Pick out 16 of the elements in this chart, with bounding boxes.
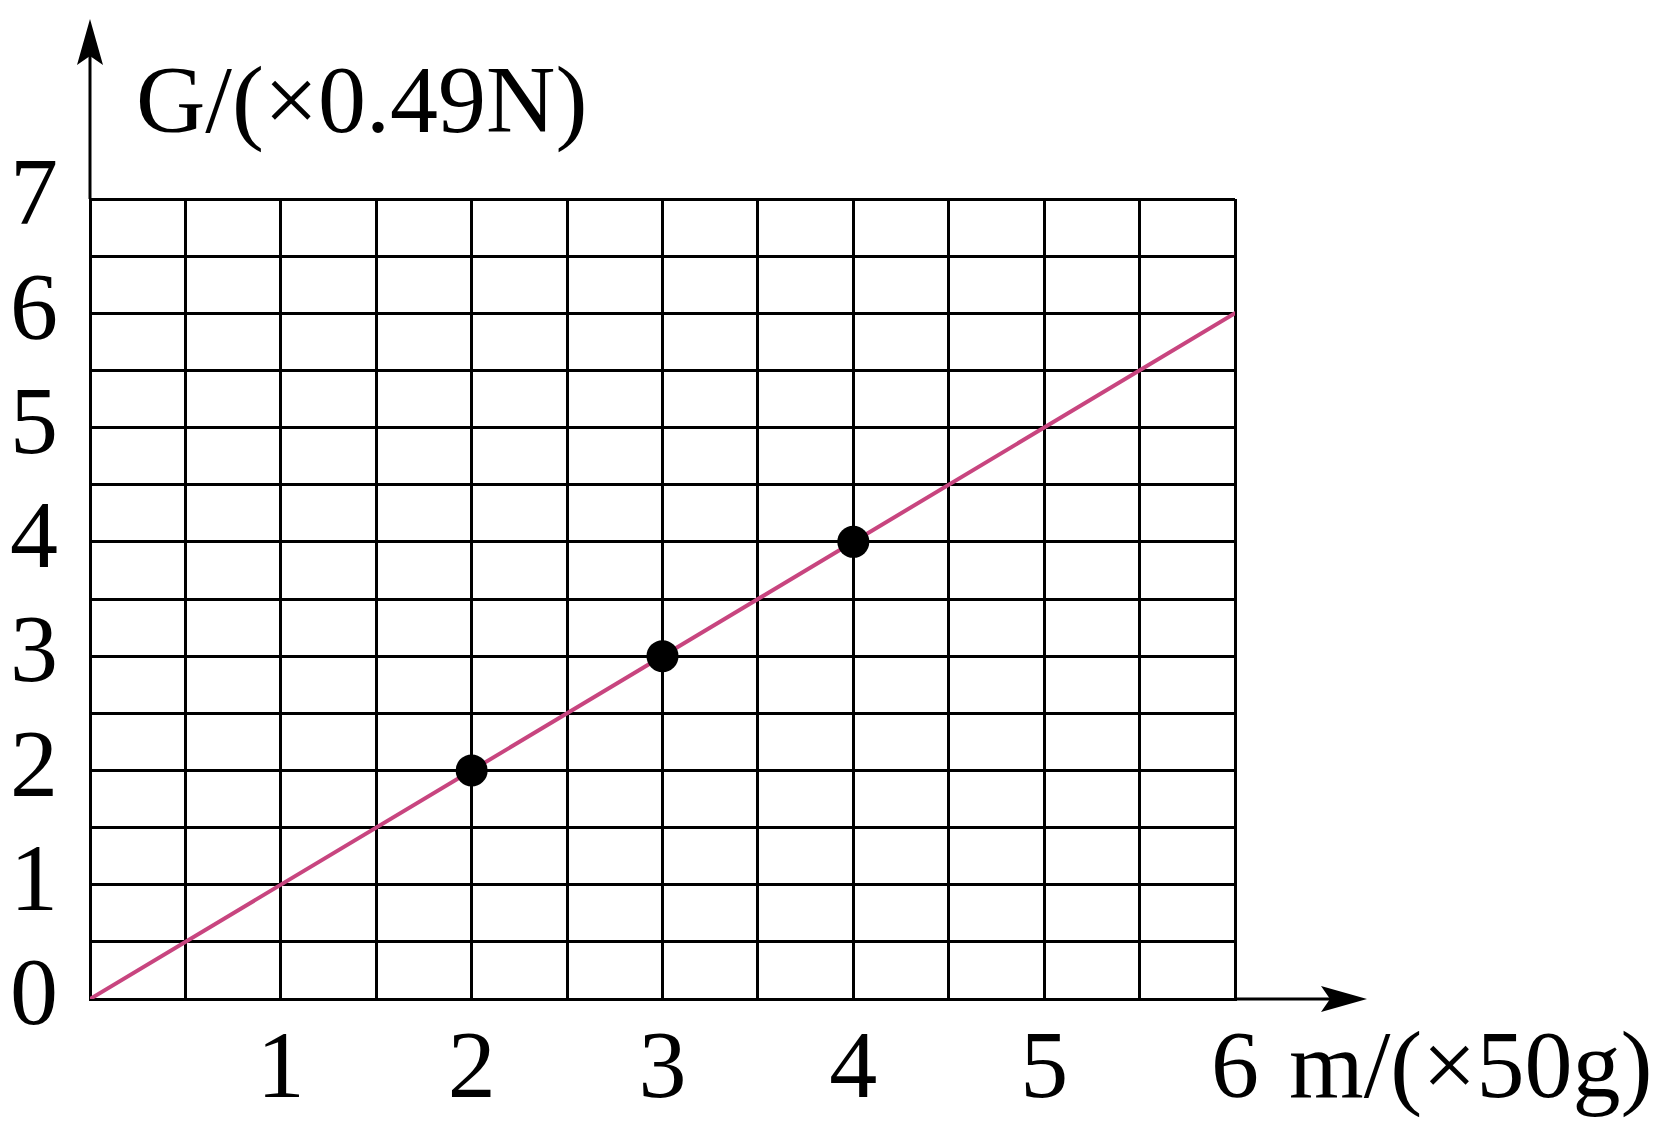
x-tick-label: 1 (256, 1010, 305, 1118)
y-tick-label: 2 (10, 709, 58, 817)
x-tick-label: 6 (1211, 1010, 1259, 1118)
y-tick-label: 5 (10, 366, 58, 474)
y-tick-label: 7 (10, 138, 58, 246)
y-tick-label: 1 (10, 823, 58, 931)
y-tick-label: 3 (10, 595, 58, 703)
x-tick-label: 5 (1020, 1010, 1069, 1118)
x-tick-label: 2 (447, 1010, 496, 1118)
x-axis-title: m/(×50g) (1289, 1010, 1653, 1120)
y-tick-label: 6 (10, 252, 58, 360)
x-tick-label: 4 (829, 1010, 878, 1118)
y-tick-label: 0 (10, 938, 58, 1046)
y-tick-label: 4 (10, 481, 58, 589)
x-tick-label: 3 (638, 1010, 687, 1118)
y-axis-title: G/(×0.49N) (136, 45, 588, 155)
